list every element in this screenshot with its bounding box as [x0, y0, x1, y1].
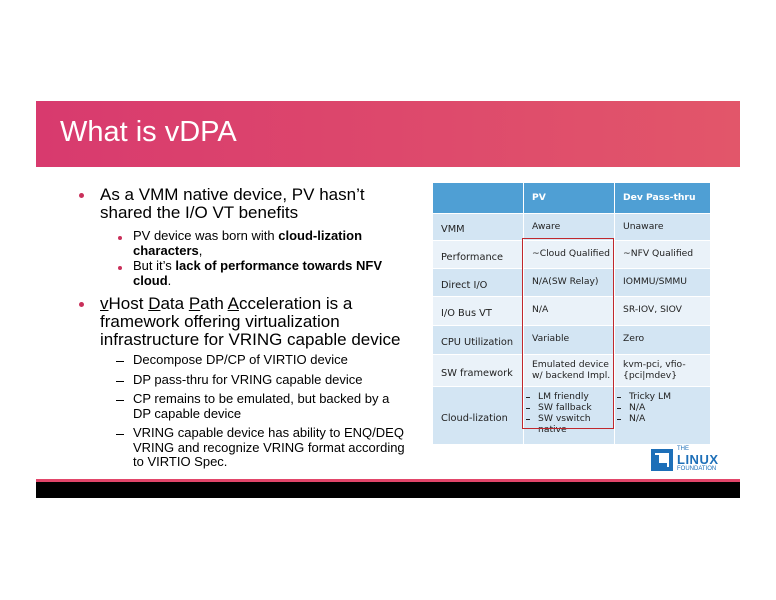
cell: N/A(SW Relay) — [523, 268, 615, 297]
text: N/A — [629, 412, 646, 424]
cell: Zero — [614, 325, 711, 355]
cell: kvm-pci, vfio-{pci|mdev} — [614, 354, 711, 387]
row-label: Performance — [433, 240, 524, 269]
slide-title: What is vDPA — [60, 116, 237, 148]
cell: SR-IOV, SIOV — [614, 296, 711, 326]
comparison-table: PV Dev Pass-thru VMM Aware Unaware Performa… — [433, 183, 711, 445]
text: N/A — [629, 401, 646, 413]
text: ata — [160, 294, 189, 313]
logo-icon — [651, 449, 673, 471]
cell-list: Tricky LM N/A N/A — [615, 391, 710, 424]
text: D — [148, 294, 161, 313]
cell: LM friendly SW fallback SW vswitch nativ… — [523, 386, 615, 445]
list-item: LM friendly — [524, 391, 614, 402]
bullet-marker — [79, 193, 84, 198]
sub-bullet: But it’s lack of performance towards NFV… — [133, 258, 395, 288]
text: LM friendly — [538, 390, 589, 402]
text: But it’s — [133, 258, 176, 273]
sub-bullet: Decompose DP/CP of VIRTIO device — [133, 352, 348, 367]
bold-text: lack of performance towards NFV cloud — [133, 258, 383, 288]
cell: IOMMU/SMMU — [614, 268, 711, 297]
dash-marker — [116, 400, 124, 401]
text: cceleration is a framework offering virt… — [100, 294, 401, 349]
dash-marker — [116, 381, 124, 382]
header-cell — [433, 183, 524, 214]
cell: N/A — [523, 296, 615, 326]
text: Tricky LM — [629, 390, 672, 402]
bold-text: cloud-lization characters — [133, 228, 363, 258]
sub-bullet: PV device was born with cloud-lization c… — [133, 228, 395, 258]
cell-list: LM friendly SW fallback SW vswitch nativ… — [524, 391, 614, 435]
dash-marker — [116, 434, 124, 435]
list-item: SW fallback — [524, 402, 614, 413]
bullet-text: As a VMM native device, PV hasn’t shared… — [100, 185, 365, 222]
cell: ~Cloud Qualified — [523, 240, 615, 269]
bullet-text: vHost Data Path Acceleration is a framew… — [100, 295, 410, 349]
row-label: CPU Utilization — [433, 325, 524, 355]
row-label: I/O Bus VT — [433, 296, 524, 326]
footer-line — [36, 479, 740, 482]
list-item: Tricky LM — [615, 391, 710, 402]
highlight-box — [522, 238, 614, 429]
cell: ~NFV Qualified — [614, 240, 711, 269]
text: ath — [200, 294, 228, 313]
sub-bullet: VRING capable device has ability to ENQ/… — [133, 425, 405, 469]
text: v — [100, 294, 109, 313]
cell: Tricky LM N/A N/A — [614, 386, 711, 445]
text: A — [227, 294, 239, 313]
row-label: Direct I/O — [433, 268, 524, 297]
list-item: N/A — [615, 402, 710, 413]
logo-text: FOUNDATION — [677, 466, 717, 472]
text: PV device was born with — [133, 228, 279, 243]
bullet-marker — [118, 266, 122, 270]
row-label: Cloud-lization — [433, 386, 524, 445]
cell: Emulated device w/ backend Impl. — [523, 354, 615, 387]
cell: Aware — [523, 213, 615, 241]
cell: Variable — [523, 325, 615, 355]
logo-text: THE — [677, 446, 689, 452]
bullet-marker — [79, 302, 84, 307]
dash-marker — [116, 361, 124, 362]
text: . — [167, 272, 172, 288]
row-label: SW framework — [433, 354, 524, 387]
header-cell: PV — [523, 183, 615, 214]
text: , — [198, 242, 203, 258]
row-label: VMM — [433, 213, 524, 241]
list-item: SW vswitch native — [524, 413, 614, 435]
cell: Unaware — [614, 213, 711, 241]
text: Host — [108, 294, 149, 313]
title-banner — [36, 101, 740, 167]
sub-bullet: DP pass-thru for VRING capable device — [133, 372, 363, 387]
text: P — [188, 294, 201, 313]
sub-bullet: CP remains to be emulated, but backed by… — [133, 391, 390, 421]
logo-text: LINUX — [677, 452, 719, 467]
header-cell: Dev Pass-thru — [614, 183, 711, 214]
text: SW vswitch native — [538, 412, 591, 435]
bullet-marker — [118, 236, 122, 240]
footer-bar — [36, 482, 740, 498]
text: SW fallback — [538, 401, 592, 413]
list-item: N/A — [615, 413, 710, 424]
